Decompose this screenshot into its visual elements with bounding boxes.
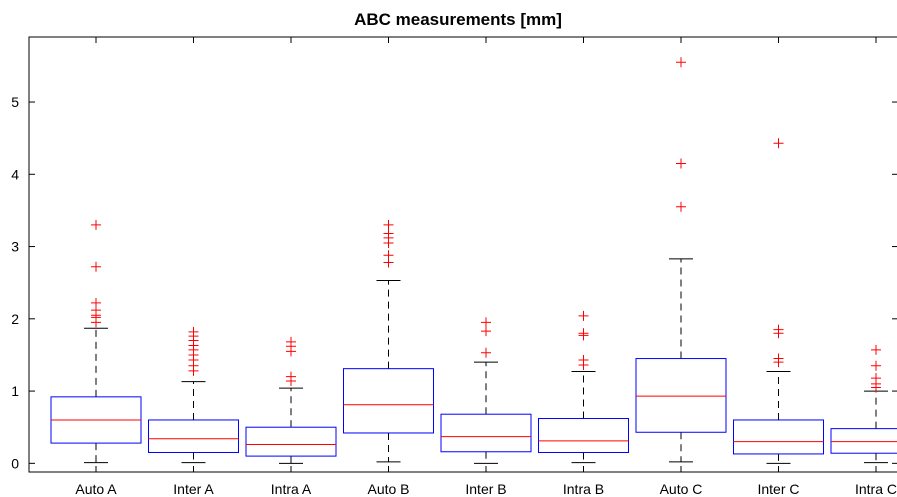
x-tick-label: Intra C bbox=[855, 481, 897, 497]
outlier-marker bbox=[188, 326, 199, 337]
y-tick-label: 3 bbox=[11, 239, 19, 255]
x-tick-label: Inter B bbox=[465, 481, 506, 497]
box bbox=[830, 428, 897, 454]
x-tick-label: Inter A bbox=[173, 481, 214, 497]
y-tick-label: 5 bbox=[11, 94, 19, 110]
box bbox=[635, 358, 727, 433]
outlier-marker bbox=[773, 353, 784, 364]
box-group bbox=[245, 336, 337, 464]
x-tick-label: Auto B bbox=[367, 481, 409, 497]
x-tick-label: Auto C bbox=[660, 481, 703, 497]
box-group bbox=[733, 138, 824, 464]
box-group bbox=[830, 344, 897, 464]
outlier-marker bbox=[871, 360, 881, 371]
outlier-marker bbox=[91, 297, 101, 308]
outlier-marker bbox=[383, 250, 394, 261]
outlier-marker bbox=[578, 354, 589, 365]
outlier-marker bbox=[286, 336, 296, 347]
outlier-marker bbox=[578, 328, 589, 339]
outlier-marker bbox=[773, 324, 784, 335]
outlier-marker bbox=[481, 326, 491, 337]
outlier-marker bbox=[676, 201, 686, 212]
outlier-marker bbox=[871, 344, 881, 355]
outlier-marker bbox=[481, 347, 491, 358]
y-axis: 0 1 2 3 4 5 bbox=[11, 94, 897, 471]
y-tick-label: 0 bbox=[11, 455, 19, 471]
outlier-marker bbox=[91, 219, 101, 230]
chart-title: ABC measurements [mm] bbox=[354, 10, 562, 29]
outlier-marker bbox=[871, 373, 881, 384]
outlier-marker bbox=[578, 310, 589, 321]
x-axis: Auto A Inter A Intra A Auto B Inter B Intra B… bbox=[75, 37, 897, 497]
box-group bbox=[440, 317, 532, 464]
box-group bbox=[148, 326, 239, 464]
box-group bbox=[343, 219, 434, 463]
outlier-marker bbox=[676, 158, 686, 169]
box bbox=[733, 419, 824, 455]
x-tick-label: Intra A bbox=[271, 481, 312, 497]
plot-area-frame bbox=[28, 36, 897, 473]
box bbox=[245, 426, 337, 457]
y-tick-label: 2 bbox=[11, 311, 19, 327]
outlier-marker bbox=[773, 138, 784, 149]
box bbox=[148, 419, 239, 453]
x-tick-label: Inter C bbox=[757, 481, 799, 497]
box bbox=[538, 418, 629, 453]
box bbox=[343, 368, 434, 434]
box-group bbox=[538, 310, 629, 464]
outlier-marker bbox=[286, 371, 296, 382]
x-tick-label: Auto A bbox=[75, 481, 117, 497]
x-tick-label: Intra B bbox=[563, 481, 604, 497]
outlier-marker bbox=[383, 228, 394, 239]
box-group bbox=[635, 57, 727, 463]
box-series bbox=[50, 57, 897, 464]
y-tick-label: 4 bbox=[11, 166, 19, 182]
outlier-marker bbox=[383, 219, 394, 230]
box bbox=[440, 413, 532, 453]
box-group bbox=[50, 219, 142, 464]
outlier-marker bbox=[481, 317, 491, 328]
outlier-marker bbox=[91, 261, 101, 272]
outlier-marker bbox=[676, 57, 686, 68]
y-tick-label: 1 bbox=[11, 383, 19, 399]
